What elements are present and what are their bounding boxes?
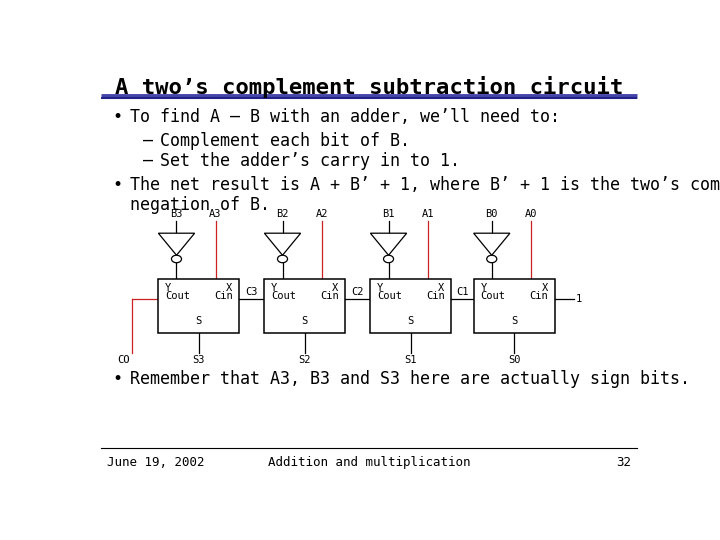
Text: B3: B3 <box>170 208 183 219</box>
Text: S: S <box>196 315 202 326</box>
Text: •: • <box>112 109 122 126</box>
Polygon shape <box>370 233 407 255</box>
Circle shape <box>277 255 287 263</box>
Bar <box>370 279 451 333</box>
Text: X: X <box>333 283 338 293</box>
Text: C3: C3 <box>246 287 258 297</box>
Text: S0: S0 <box>508 355 521 365</box>
Circle shape <box>171 255 181 263</box>
Text: X: X <box>438 283 445 293</box>
Text: S3: S3 <box>192 355 205 365</box>
Text: Addition and multiplication: Addition and multiplication <box>268 456 470 469</box>
Text: Set the adder’s carry in to 1.: Set the adder’s carry in to 1. <box>160 152 460 170</box>
Text: S2: S2 <box>299 355 311 365</box>
Text: A3: A3 <box>210 208 222 219</box>
Text: •: • <box>112 370 122 388</box>
Text: X: X <box>541 283 548 293</box>
Text: C1: C1 <box>456 287 469 297</box>
Text: Y: Y <box>480 283 487 293</box>
Text: B2: B2 <box>276 208 289 219</box>
Text: Cin: Cin <box>214 292 233 301</box>
Text: 32: 32 <box>616 456 631 469</box>
Polygon shape <box>264 233 301 255</box>
Text: A two’s complement subtraction circuit: A two’s complement subtraction circuit <box>115 77 623 98</box>
Text: Y: Y <box>165 283 171 293</box>
Text: Cin: Cin <box>426 292 445 301</box>
Circle shape <box>487 255 497 263</box>
Bar <box>264 279 346 333</box>
Text: Complement each bit of B.: Complement each bit of B. <box>160 132 410 150</box>
Text: A2: A2 <box>315 208 328 219</box>
Text: A1: A1 <box>421 208 434 219</box>
Text: X: X <box>226 283 233 293</box>
Bar <box>474 279 554 333</box>
Text: B0: B0 <box>485 208 498 219</box>
Text: Remember that A3, B3 and S3 here are actually sign bits.: Remember that A3, B3 and S3 here are act… <box>130 370 690 388</box>
Text: The net result is A + B’ + 1, where B’ + 1 is the two’s complement: The net result is A + B’ + 1, where B’ +… <box>130 176 720 194</box>
Text: Cout: Cout <box>377 292 402 301</box>
Polygon shape <box>474 233 510 255</box>
Text: –: – <box>143 132 153 150</box>
Text: Y: Y <box>271 283 277 293</box>
Text: Cout: Cout <box>480 292 505 301</box>
Text: Cin: Cin <box>320 292 338 301</box>
Text: Y: Y <box>377 283 383 293</box>
Text: Cout: Cout <box>271 292 296 301</box>
Text: negation of B.: negation of B. <box>130 196 270 214</box>
Bar <box>158 279 239 333</box>
Circle shape <box>384 255 394 263</box>
Text: CO: CO <box>117 355 130 365</box>
Text: June 19, 2002: June 19, 2002 <box>107 456 204 469</box>
Text: 1: 1 <box>576 294 582 305</box>
Text: Cout: Cout <box>165 292 190 301</box>
Text: Cin: Cin <box>529 292 548 301</box>
Text: –: – <box>143 152 153 170</box>
Text: S: S <box>302 315 308 326</box>
Text: C2: C2 <box>351 287 364 297</box>
Text: S1: S1 <box>405 355 417 365</box>
Text: To find A – B with an adder, we’ll need to:: To find A – B with an adder, we’ll need … <box>130 109 560 126</box>
Text: S: S <box>511 315 517 326</box>
Text: S: S <box>408 315 414 326</box>
Text: B1: B1 <box>382 208 395 219</box>
Text: •: • <box>112 176 122 194</box>
Text: A0: A0 <box>525 208 537 219</box>
Polygon shape <box>158 233 194 255</box>
